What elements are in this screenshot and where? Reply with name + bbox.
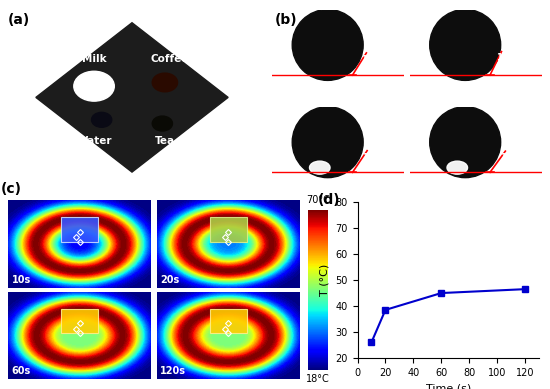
Bar — [210, 309, 247, 333]
Text: Coffee: Coffee — [151, 54, 189, 64]
Ellipse shape — [447, 161, 468, 174]
Text: 18°C: 18°C — [306, 374, 329, 384]
Text: 122.0°: 122.0° — [361, 55, 392, 64]
Bar — [61, 217, 98, 242]
Ellipse shape — [292, 9, 363, 81]
Ellipse shape — [292, 107, 363, 178]
X-axis label: Time (s): Time (s) — [426, 383, 471, 389]
Ellipse shape — [430, 107, 500, 178]
Text: Milk: Milk — [82, 54, 106, 64]
Text: 124.0°: 124.0° — [362, 152, 393, 161]
Text: (d): (d) — [317, 193, 340, 207]
Text: (c): (c) — [1, 182, 22, 196]
Circle shape — [91, 112, 112, 127]
Bar — [61, 309, 98, 333]
Text: 116.0°: 116.0° — [496, 53, 527, 63]
Text: Water: Water — [76, 136, 112, 146]
Text: (b): (b) — [275, 12, 298, 26]
Y-axis label: T (°C): T (°C) — [320, 264, 330, 296]
Text: 120s: 120s — [161, 366, 186, 376]
Polygon shape — [36, 23, 228, 172]
Ellipse shape — [310, 161, 330, 174]
Circle shape — [74, 71, 114, 101]
Text: 20s: 20s — [161, 275, 179, 285]
Text: (a): (a) — [8, 13, 30, 27]
Bar — [210, 217, 247, 242]
Text: 70°C: 70°C — [306, 195, 329, 205]
Circle shape — [152, 116, 173, 131]
Circle shape — [152, 73, 178, 92]
Ellipse shape — [430, 9, 500, 81]
Text: 60s: 60s — [12, 366, 31, 376]
Text: 10s: 10s — [12, 275, 31, 285]
Text: 125.9°: 125.9° — [500, 153, 531, 162]
Text: Tea: Tea — [155, 136, 175, 146]
